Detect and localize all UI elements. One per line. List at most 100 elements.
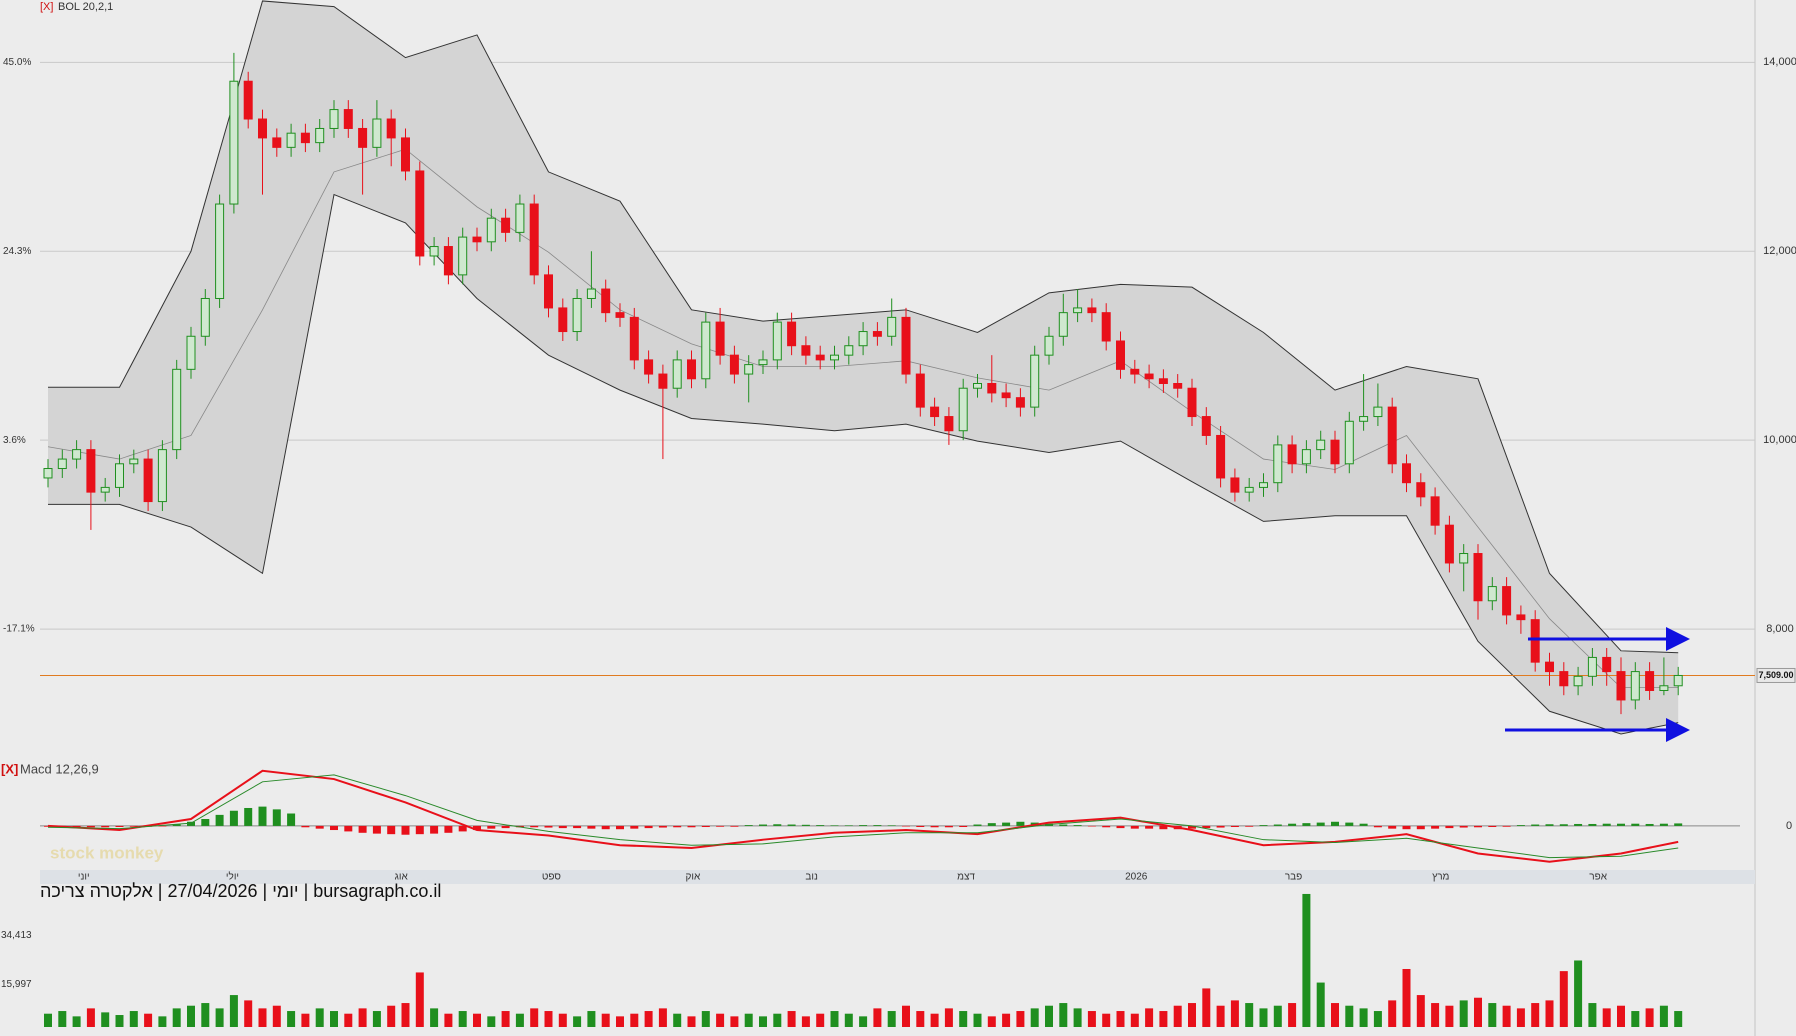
volume-bar: [1130, 1013, 1139, 1027]
candle-body: [115, 463, 124, 488]
candle-body: [186, 335, 196, 370]
candle-body: [1130, 368, 1140, 375]
volume-bar: [1416, 995, 1425, 1027]
x-tick-label: אוג: [395, 872, 409, 883]
histogram-bar: [301, 825, 310, 828]
y-tick-label: 3.6%: [3, 435, 26, 446]
volume-bar: [1145, 1008, 1154, 1027]
histogram-bar: [1302, 823, 1311, 826]
volume-bar: [101, 1012, 110, 1027]
volume-bar: [987, 1016, 996, 1027]
volume-bar: [501, 1011, 510, 1027]
candle-body: [1187, 387, 1197, 418]
volume-bar: [201, 1003, 210, 1027]
histogram-bar: [1130, 825, 1139, 829]
histogram-bar: [558, 825, 567, 829]
histogram-bar: [315, 825, 324, 829]
volume-bar: [1459, 1000, 1468, 1027]
histogram-bar: [1431, 825, 1440, 829]
histogram-bar: [1659, 823, 1668, 826]
candle-body: [1073, 307, 1083, 314]
histogram-bar: [1588, 823, 1597, 826]
candle-body: [1330, 439, 1340, 465]
volume-bar: [72, 1016, 81, 1027]
candle-body: [801, 345, 811, 356]
histogram-bar: [1188, 825, 1196, 829]
y-tick-label: -17.1%: [3, 624, 35, 635]
volume-bar: [401, 1003, 410, 1027]
histogram-bar: [687, 825, 696, 828]
candle-body: [987, 383, 997, 394]
histogram-bar: [1087, 825, 1096, 827]
candle-body: [172, 368, 182, 451]
histogram-bar: [1316, 822, 1325, 826]
candle-body: [815, 354, 825, 361]
candle-body: [1602, 656, 1612, 673]
candle-body: [429, 246, 439, 257]
macd-line: [47, 774, 1679, 859]
volume-bar: [687, 1016, 696, 1027]
histogram-bar: [730, 825, 739, 827]
volume-bar: [1488, 1003, 1497, 1027]
histogram-bar: [859, 825, 868, 826]
candle-body: [1116, 340, 1125, 370]
candle-body: [1430, 496, 1440, 526]
candle-body: [329, 109, 339, 129]
histogram-bar: [172, 824, 181, 826]
candle-body: [901, 316, 911, 375]
volume-bar: [1659, 1005, 1668, 1027]
histogram-bar: [1474, 825, 1482, 828]
volume-bar: [1259, 1008, 1268, 1027]
candle-body: [472, 236, 482, 243]
y-tick-label: 34,413: [1, 930, 32, 941]
candle-body: [100, 486, 110, 493]
volume-bar: [944, 1008, 953, 1027]
candle-body: [386, 118, 396, 139]
histogram-bar: [244, 807, 253, 826]
histogram-bar: [387, 825, 396, 835]
volume-bar: [372, 1011, 381, 1027]
candle-body: [744, 364, 754, 375]
candle-body: [1444, 524, 1454, 564]
histogram-bar: [1674, 823, 1683, 826]
volume-bar: [916, 1011, 925, 1027]
histogram-bar: [258, 806, 267, 826]
histogram-bar: [1016, 821, 1025, 826]
histogram-bar: [887, 825, 896, 826]
volume-bar: [658, 1008, 667, 1027]
volume-bar: [644, 1011, 653, 1027]
histogram-bar: [158, 825, 167, 827]
histogram-bar: [101, 825, 110, 828]
histogram-bar: [372, 825, 381, 834]
histogram-bar: [1273, 824, 1282, 826]
candle-body: [887, 316, 897, 337]
candle-body: [300, 132, 310, 144]
candle-body: [1216, 434, 1226, 479]
volume-bar: [86, 1008, 95, 1027]
candle-body: [1158, 378, 1168, 385]
histogram-bar: [1002, 822, 1011, 826]
histogram-bar: [1459, 825, 1468, 828]
candle-body: [358, 127, 368, 148]
candle-body: [558, 307, 568, 333]
candle-body: [129, 458, 139, 465]
volume-bar: [1359, 1008, 1368, 1027]
histogram-bar: [916, 825, 925, 828]
histogram-bar: [201, 819, 210, 826]
histogram-bar: [1617, 823, 1625, 826]
volume-bar: [930, 1013, 939, 1027]
x-tick-label: פבר: [1285, 872, 1302, 883]
candle-body: [586, 288, 596, 299]
volume-bar: [601, 1013, 610, 1027]
candle-body: [1087, 307, 1097, 314]
candle-body: [615, 312, 625, 318]
volume-bar: [701, 1011, 710, 1027]
candle-body: [758, 359, 768, 366]
histogram-bar: [716, 825, 725, 827]
histogram-bar: [501, 825, 510, 829]
volume-bar: [158, 1016, 167, 1027]
volume-bar: [1245, 1003, 1254, 1027]
histogram-bar: [1116, 825, 1125, 829]
volume-bar: [744, 1013, 753, 1027]
candle-body: [1673, 674, 1683, 687]
